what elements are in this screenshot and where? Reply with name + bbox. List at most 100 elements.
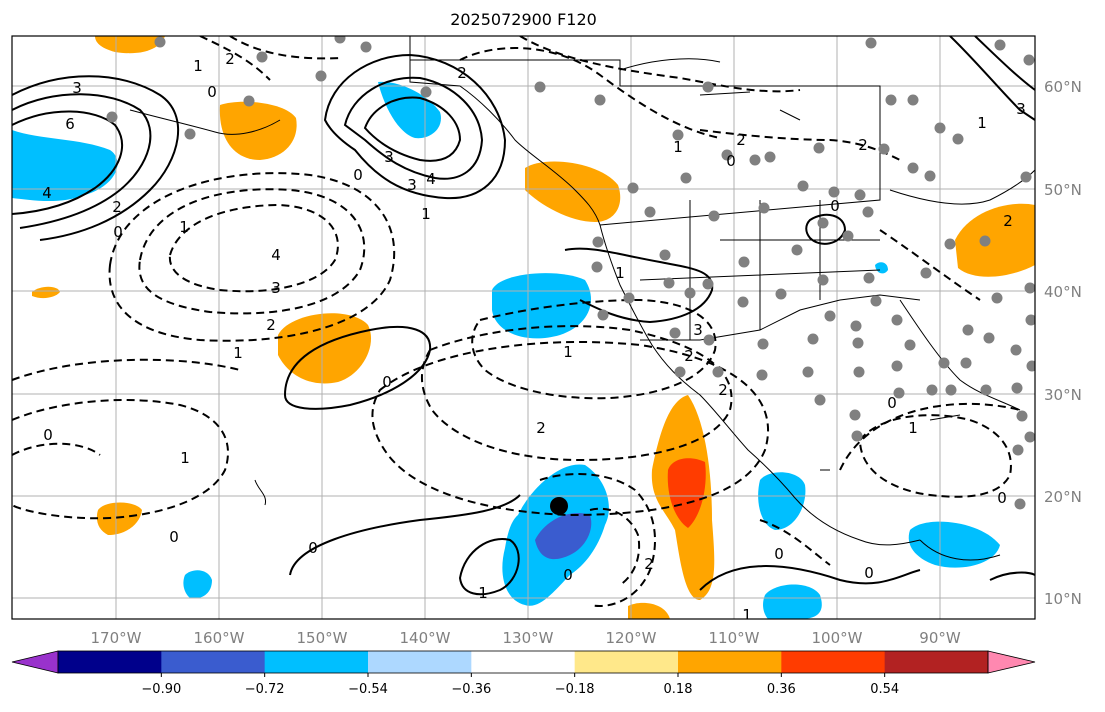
map-title: 2025072900 F120 (450, 10, 597, 29)
colorbar-segment (264, 651, 369, 673)
lon-label: 100°W (812, 629, 863, 647)
fill-orange-bottom2 (628, 602, 670, 619)
station-dots (106, 36, 1035, 510)
contour-label: 3 (384, 148, 394, 166)
contour-label: 0 (563, 566, 573, 584)
highlight-marker (550, 497, 568, 515)
fill-orange-midpac (278, 313, 372, 384)
contour-label: 2 (112, 198, 122, 216)
fill-blue-caribbean (908, 521, 1000, 568)
colorbar-tick-label: −0.90 (141, 682, 181, 697)
colorbar-segment (574, 651, 679, 673)
contour-label: 2 (266, 316, 276, 334)
fill-darkblue-tropical (535, 512, 592, 560)
contour-label: 2 (736, 131, 746, 149)
fill-blue-bottom (763, 584, 822, 619)
contour-label: 2 (457, 64, 467, 82)
contour-label: 2 (644, 555, 654, 573)
lat-label: 40°N (1044, 283, 1082, 301)
lat-label: 20°N (1044, 488, 1082, 506)
contour-label: 1 (673, 138, 683, 156)
colorbar-segment (368, 651, 472, 673)
contour-label: 0 (308, 539, 318, 557)
fill-blue-pacific-nw (12, 130, 118, 202)
contour-label: 1 (908, 419, 918, 437)
contour-label: 1 (977, 114, 987, 132)
colorbar-tick-label: −0.54 (348, 682, 388, 697)
lon-label: 120°W (606, 629, 657, 647)
contour-label: 2 (858, 136, 868, 154)
contour-label: 1 (193, 57, 203, 75)
contour-label: 2 (718, 381, 728, 399)
contour-label: 0 (864, 564, 874, 582)
lat-label: 10°N (1044, 590, 1082, 608)
contour-label: 1 (478, 584, 488, 602)
contour-label: 0 (43, 426, 53, 444)
contour-label: 0 (887, 394, 897, 412)
contour-label: 0 (726, 152, 736, 170)
contour-label: 4 (271, 246, 281, 264)
fill-orange-aleutian (219, 101, 297, 160)
fill-orange-small1 (96, 502, 142, 535)
colorbar-border (57, 650, 989, 674)
lat-label: 30°N (1044, 386, 1082, 404)
fill-blue-small1 (183, 570, 212, 599)
contour-label: 1 (180, 449, 190, 467)
contour-label: 3 (693, 321, 703, 339)
colorbar-segment (781, 651, 886, 673)
contour-label: 1 (563, 343, 573, 361)
contour-label: 2 (536, 419, 546, 437)
contour-label: 3 (1016, 100, 1026, 118)
contour-labels: 3 6 4 2 0 2 1 0 3 4 3 1 2 4 3 2 1 0 0 1 … (42, 50, 1026, 624)
fill-blue-small2 (875, 262, 888, 274)
contour-label: 0 (382, 373, 392, 391)
colorbar-extend-low (11, 650, 59, 674)
colorbar-segment (161, 651, 266, 673)
contour-label: 0 (774, 545, 784, 563)
colorbar-tick-label: 0.36 (767, 682, 796, 697)
contour-label: 0 (830, 197, 840, 215)
fill-blue-gulf (758, 472, 806, 530)
lat-label: 50°N (1044, 181, 1082, 199)
fill-orange-pnw (525, 161, 621, 222)
contours-solid (12, 36, 1035, 596)
contour-label: 1 (421, 205, 431, 223)
colorbar-tick-label: −0.36 (451, 682, 491, 697)
lat-label: 60°N (1044, 78, 1082, 96)
fill-orange-small2 (32, 286, 60, 299)
contour-label: 0 (113, 223, 123, 241)
contour-label: 0 (997, 489, 1007, 507)
lon-label: 140°W (400, 629, 451, 647)
lon-label: 110°W (709, 629, 760, 647)
colorbar-tick-label: 0.18 (664, 682, 693, 697)
contour-label: 1 (233, 344, 243, 362)
contour-label: 3 (72, 79, 82, 97)
fill-red-mexico (667, 458, 706, 528)
contour-label: 2 (225, 50, 235, 68)
lon-label: 150°W (297, 629, 348, 647)
lon-label: 90°W (919, 629, 961, 647)
colorbar-segment (58, 651, 162, 673)
contour-label: 4 (42, 184, 52, 202)
colorbar: −0.90 −0.72 −0.54 −0.36 −0.18 0.18 0.36 0.54 (11, 650, 1036, 697)
lon-label: 130°W (503, 629, 554, 647)
contours-dashed (12, 36, 1021, 607)
contour-label: 2 (1003, 212, 1013, 230)
contour-label: 0 (169, 528, 179, 546)
colorbar-segment (678, 651, 782, 673)
colorbar-tick-label: 0.54 (870, 682, 899, 697)
contour-label: 3 (271, 279, 281, 297)
contour-label: 0 (207, 83, 217, 101)
colorbar-segment (471, 651, 576, 673)
fill-blue-offshore-ca (492, 273, 592, 339)
contour-label: 0 (353, 166, 363, 184)
colorbar-extend-high (987, 650, 1036, 674)
lon-label: 170°W (91, 629, 142, 647)
contour-label: 1 (742, 606, 752, 624)
contour-label: 2 (684, 347, 694, 365)
fill-orange-top (95, 36, 165, 54)
longitude-labels: 170°W 160°W 150°W 140°W 130°W 120°W 110°… (91, 629, 961, 647)
contour-label: 3 (407, 176, 417, 194)
map-border (11, 35, 1036, 620)
